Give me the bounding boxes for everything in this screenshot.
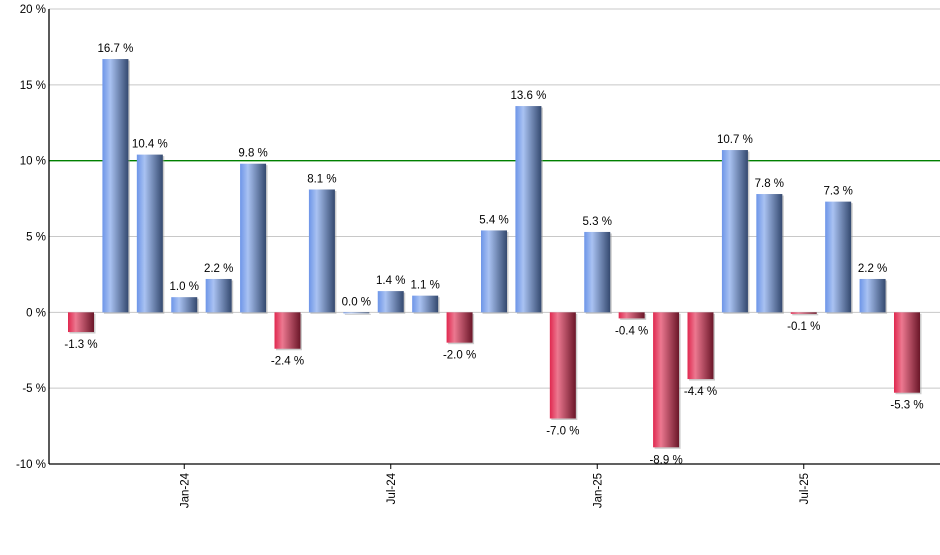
data-label: 7.8 % bbox=[755, 178, 784, 190]
data-label: 9.8 % bbox=[238, 148, 267, 160]
bar-Sep-24 bbox=[446, 312, 473, 343]
bar-Feb-24 bbox=[205, 278, 232, 313]
bar-Sep-25 bbox=[859, 278, 886, 313]
data-label: -2.4 % bbox=[271, 356, 304, 368]
data-label: -5.3 % bbox=[890, 400, 923, 412]
bar-Jul-24 bbox=[377, 291, 404, 313]
bar-May-24 bbox=[308, 189, 335, 313]
bar-Jun-24 bbox=[343, 312, 370, 314]
data-label: 10.4 % bbox=[132, 139, 168, 151]
y-tick-label: 0 % bbox=[26, 307, 46, 319]
data-label: -0.4 % bbox=[615, 325, 648, 337]
bar-Oct-24 bbox=[481, 230, 507, 313]
x-tick-label: Jul-24 bbox=[386, 472, 398, 504]
data-label: 13.6 % bbox=[511, 90, 547, 102]
data-label: -8.9 % bbox=[649, 454, 682, 466]
bar-Apr-25 bbox=[687, 312, 714, 380]
bar-Dec-23 bbox=[136, 154, 163, 313]
data-label: 1.0 % bbox=[170, 281, 199, 293]
bar-Jan-24 bbox=[171, 297, 198, 313]
bar-shadow bbox=[792, 313, 819, 316]
bar-Mar-25 bbox=[653, 312, 680, 448]
data-label: 0.0 % bbox=[342, 296, 371, 308]
data-label: -2.0 % bbox=[443, 350, 476, 362]
data-label: 5.3 % bbox=[583, 216, 612, 228]
data-label: 8.1 % bbox=[307, 173, 336, 185]
data-label: -7.0 % bbox=[546, 426, 579, 438]
x-tick-label: Jul-25 bbox=[799, 473, 811, 504]
bar-Nov-24 bbox=[515, 106, 542, 313]
y-tick-label: 5 % bbox=[26, 232, 46, 244]
bar-Feb-25 bbox=[618, 312, 645, 319]
data-label: 10.7 % bbox=[717, 134, 753, 146]
data-label: -4.4 % bbox=[684, 386, 717, 398]
bar-Oct-25 bbox=[894, 312, 920, 393]
bar-May-25 bbox=[721, 150, 748, 313]
bar-Jan-25 bbox=[584, 231, 611, 313]
bar-Dec-24 bbox=[549, 312, 576, 419]
bar-Aug-25 bbox=[825, 201, 852, 313]
data-label: 2.2 % bbox=[204, 263, 233, 275]
x-tick-label: Jan-24 bbox=[179, 472, 191, 508]
data-label: -0.1 % bbox=[787, 321, 820, 333]
data-label: 16.7 % bbox=[98, 43, 134, 55]
y-tick-label: 15 % bbox=[20, 80, 46, 92]
x-tick-label: Jan-25 bbox=[592, 473, 604, 508]
y-tick-label: -5 % bbox=[22, 383, 46, 395]
data-label: 1.1 % bbox=[410, 280, 439, 292]
data-label: 2.2 % bbox=[858, 263, 887, 275]
y-tick-label: 10 % bbox=[20, 156, 46, 168]
bar-Jul-25 bbox=[790, 312, 817, 314]
bar-Nov-23 bbox=[102, 59, 129, 313]
bar-Mar-24 bbox=[240, 163, 267, 313]
bar-Oct-23 bbox=[68, 312, 94, 333]
data-label: -1.3 % bbox=[64, 339, 97, 351]
data-label: 7.3 % bbox=[823, 186, 852, 198]
bar-Apr-24 bbox=[274, 312, 301, 349]
bar-Aug-24 bbox=[412, 295, 439, 313]
data-label: 1.4 % bbox=[376, 275, 405, 287]
data-label: 5.4 % bbox=[479, 214, 508, 226]
y-tick-label: -10 % bbox=[16, 459, 46, 471]
y-tick-label: 20 % bbox=[20, 4, 46, 16]
bar-Jun-25 bbox=[756, 194, 783, 313]
bar-shadow bbox=[344, 313, 371, 315]
